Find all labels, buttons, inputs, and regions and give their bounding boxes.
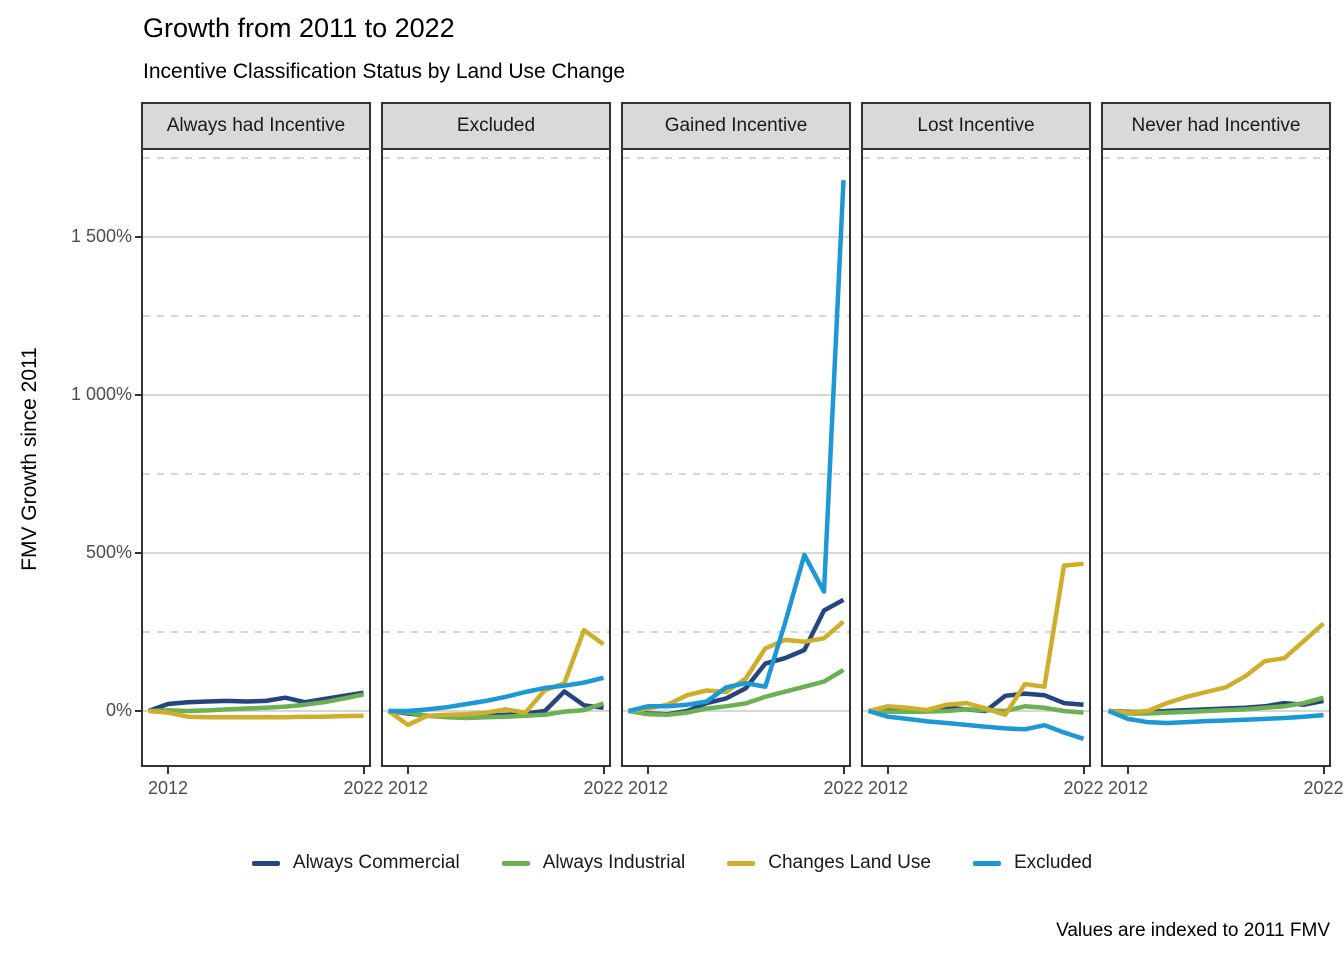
y-axis-tick-mark [135,394,142,396]
x-axis-tick-label: 2022 [583,778,624,798]
x-axis-tick-mark [887,767,890,774]
line-changes-land-use [1108,621,1325,715]
legend-key-line [501,860,530,866]
facet-strip-label: Always had Incentive [166,115,346,136]
x-axis-tick-mark [602,767,605,774]
x-axis-tick-mark [1127,767,1130,774]
legend-item-always-commercial: Always Commercial [251,852,460,874]
facet-strip-label: Lost Incentive [917,115,1035,136]
legend-key-line [972,860,1001,866]
y-axis-tick-label: 1 500% [70,226,132,246]
x-axis-tick-mark [407,767,410,774]
x-axis-tick-label: 2022 [343,778,384,798]
x-axis-tick-label: 2022 [1063,778,1104,798]
line-excluded [1107,708,1324,726]
legend-label: Always Industrial [542,852,686,873]
line-always-industrial [628,667,845,718]
line-always-industrial [148,692,364,714]
legend: Always Commercial Always Industrial Change… [0,852,1344,874]
line-always-industrial [868,704,1084,715]
x-axis-tick-label: 2012 [388,778,429,798]
legend-item-always-industrial: Always Industrial [501,852,686,874]
legend-key-line [727,860,756,866]
facet-panel-never-had-incentive [1101,148,1331,767]
facet-panel-excluded [381,148,611,767]
line-changes-land-use [148,708,364,720]
x-axis-tick-mark [167,767,170,774]
legend-item-changes-land-use: Changes Land Use [727,852,931,874]
line-always-commercial [147,690,364,714]
legend-label: Always Commercial [292,852,460,873]
legend-label: Excluded [1013,852,1093,873]
facet-strip-lost-incentive: Lost Incentive [861,102,1091,150]
y-axis-tick-label: 1 000% [70,384,132,404]
x-axis-tick-label: 2012 [148,778,189,798]
legend-item-excluded: Excluded [972,852,1093,874]
facet-panel-lost-incentive [861,148,1091,767]
line-changes-land-use [867,561,1084,718]
x-axis-tick-mark [362,767,365,774]
line-always-commercial [628,597,845,717]
chart-subtitle: Incentive Classification Status by Land … [143,60,626,83]
y-axis-tick-mark [135,710,142,712]
y-axis-tick-mark [135,236,142,238]
line-excluded [627,179,846,714]
legend-label: Changes Land Use [768,852,931,873]
facet-strip-label: Excluded [456,115,536,136]
x-axis-tick-mark [647,767,650,774]
line-excluded [388,675,605,714]
chart-caption: Values are indexed to 2011 FMV [1056,920,1330,941]
x-axis-tick-mark [1082,767,1085,774]
y-axis-tick-label: 500% [85,542,132,562]
x-axis-tick-label: 2022 [1303,778,1344,798]
y-axis-title: FMV Growth since 2011 [18,347,41,571]
facet-strip-never-had-incentive: Never had Incentive [1101,102,1331,150]
y-axis-tick-mark [135,552,142,554]
facet-strip-always-had-incentive: Always had Incentive [141,102,371,150]
x-axis-tick-mark [1322,767,1325,774]
facet-strip-gained-incentive: Gained Incentive [621,102,851,150]
line-excluded [867,708,1085,741]
y-axis-tick-label: 0% [105,700,132,720]
x-axis-tick-label: 2012 [1108,778,1149,798]
line-changes-land-use [387,627,605,728]
x-axis-tick-label: 2022 [823,778,864,798]
chart-title: Growth from 2011 to 2022 [143,13,455,43]
facet-panel-always-had-incentive [141,148,371,767]
legend-key-line [251,860,280,866]
facet-strip-label: Never had Incentive [1131,115,1301,136]
x-axis-tick-label: 2012 [868,778,909,798]
x-axis-tick-label: 2012 [628,778,669,798]
facet-strip-label: Gained Incentive [664,115,808,136]
facet-panel-gained-incentive [621,148,851,767]
x-axis-tick-mark [842,767,845,774]
facet-strip-excluded: Excluded [381,102,611,150]
